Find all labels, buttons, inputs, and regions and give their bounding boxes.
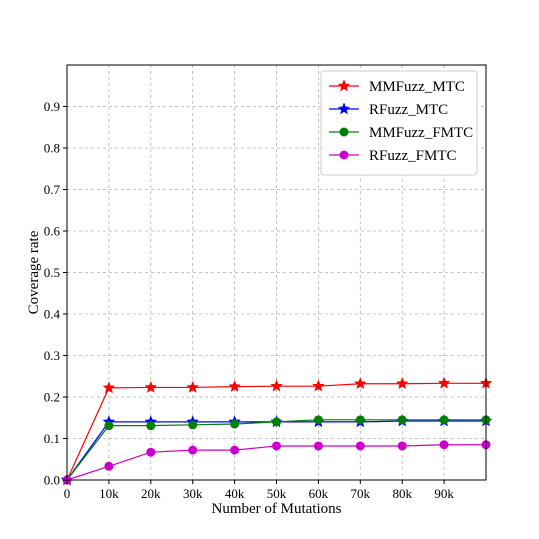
series-MMFuzz_MTC	[60, 376, 493, 486]
x-tick-label: 10k	[99, 486, 119, 501]
legend-marker	[339, 150, 349, 160]
data-point	[144, 380, 158, 393]
y-tick-label: 0.8	[44, 141, 60, 156]
legend-label: MMFuzz_FMTC	[369, 125, 473, 141]
y-tick-label: 0.4	[44, 307, 61, 322]
y-tick-label: 0.7	[44, 182, 61, 197]
legend-marker	[339, 127, 349, 137]
data-point	[397, 441, 407, 451]
ticks: 0 10k 20k 30k 40k 50k 60k 70k 80k 90k 0.0 0.1 0.2 0.3…	[44, 99, 455, 501]
y-tick-label: 0.9	[44, 99, 60, 114]
data-point	[353, 377, 367, 390]
data-point	[272, 417, 281, 427]
legend-marker	[337, 79, 351, 92]
x-tick-label: 80k	[392, 486, 412, 501]
data-point	[104, 421, 114, 431]
data-point	[355, 441, 365, 451]
y-tick-label: 0.3	[44, 348, 60, 363]
data-point	[355, 415, 365, 425]
legend: MMFuzz_MTC RFuzz_MTC MMFuzz_FMTC RFuzz_FMTC	[320, 70, 478, 176]
data-point	[146, 447, 156, 457]
data-point	[397, 415, 407, 425]
data-point	[188, 445, 198, 455]
legend-label: RFuzz_MTC	[369, 102, 448, 118]
x-tick-label: 50k	[267, 486, 287, 501]
data-point	[312, 379, 325, 392]
data-point	[313, 415, 323, 425]
legend-label: MMFuzz_MTC	[369, 79, 465, 95]
y-tick-label: 0.2	[44, 390, 60, 405]
legend-box	[320, 70, 478, 176]
data-point	[146, 421, 156, 431]
y-tick-label: 0.5	[44, 265, 60, 280]
legend-item: MMFuzz_FMTC	[329, 125, 473, 141]
legend-item: MMFuzz_MTC	[329, 79, 465, 95]
data-point	[102, 381, 116, 394]
data-point	[439, 415, 449, 425]
y-tick-label: 0.0	[44, 473, 60, 488]
legend-item: RFuzz_MTC	[329, 102, 448, 118]
x-tick-label: 20k	[141, 486, 161, 501]
data-point	[230, 445, 240, 455]
data-point	[439, 440, 449, 450]
y-axis-label: Coverage rate	[26, 230, 42, 314]
x-tick-label: 40k	[225, 486, 245, 501]
x-tick-label: 30k	[183, 486, 203, 501]
x-tick-label: 60k	[309, 486, 329, 501]
data-point	[186, 380, 200, 393]
data-point	[395, 377, 409, 390]
legend-item: RFuzz_FMTC	[329, 148, 457, 164]
data-point	[272, 441, 281, 451]
data-point	[313, 441, 323, 451]
y-tick-label: 0.6	[44, 224, 61, 239]
x-tick-label: 0	[64, 486, 71, 501]
data-point	[228, 379, 241, 393]
data-point	[104, 461, 114, 471]
x-axis-label: Number of Mutations	[212, 501, 342, 517]
legend-marker	[337, 102, 351, 115]
series-RFuzz_FMTC	[62, 440, 491, 485]
y-tick-label: 0.1	[44, 431, 60, 446]
x-tick-label: 90k	[434, 486, 454, 501]
x-tick-label: 70k	[351, 486, 371, 501]
data-point	[230, 419, 240, 429]
data-point	[188, 420, 198, 430]
data-point	[437, 376, 451, 389]
data-point	[270, 379, 283, 392]
legend-label: RFuzz_FMTC	[369, 148, 457, 164]
